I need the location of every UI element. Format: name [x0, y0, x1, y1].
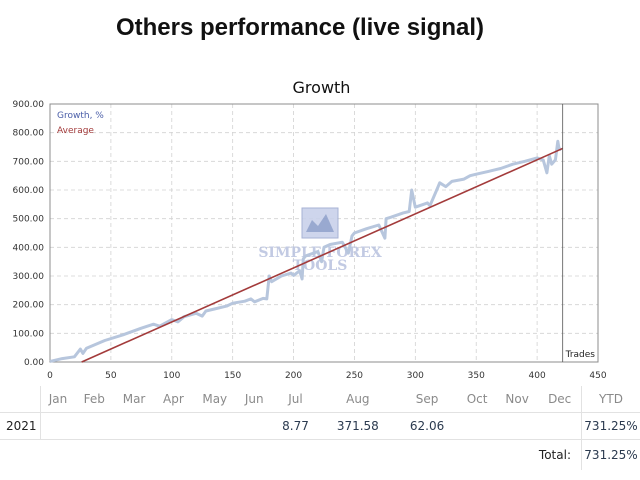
page-title: Others performance (live signal)	[115, 14, 485, 41]
y-tick-label: 400.00	[13, 243, 45, 253]
month-header: Jan	[40, 386, 75, 413]
y-tick-label: 100.00	[13, 329, 45, 339]
ytd-value-cell: 731.25%	[581, 412, 640, 440]
month-header: Nov	[495, 386, 539, 413]
month-value-cell	[237, 412, 272, 440]
month-value-cell	[40, 412, 75, 440]
average-series-line	[81, 147, 564, 363]
header-year-cell	[0, 386, 41, 413]
total-label: Total:	[538, 448, 571, 462]
y-tick-label: 600.00	[13, 186, 45, 196]
month-header: May	[192, 386, 238, 413]
year-cell: 2021	[0, 412, 41, 440]
month-value-cell	[74, 412, 114, 440]
month-header: Dec	[538, 386, 582, 413]
y-tick-label: 0.00	[24, 358, 44, 368]
y-tick-label: 500.00	[13, 215, 45, 225]
month-value-cell: 62.06	[395, 412, 459, 440]
plot-frame	[49, 103, 599, 363]
month-value-cell	[538, 412, 582, 440]
growth-chart: SIMPLE FOREX TOOLS 0.00 100.00 200.00 300.0…	[13, 100, 607, 381]
table-header-row: Jan Feb Mar Apr May Jun Jul Aug Sep Oct Nov Dec YTD	[0, 386, 640, 413]
month-header: Oct	[458, 386, 496, 413]
y-axis-ticks: 0.00 100.00 200.00 300.00 400.00 500.00 600.00…	[13, 100, 45, 368]
y-tick-label: 300.00	[13, 272, 45, 282]
month-value-cell	[154, 412, 193, 440]
watermark-bull-icon	[306, 214, 334, 232]
month-header: Feb	[74, 386, 114, 413]
x-tick-label: 150	[224, 371, 241, 381]
legend-growth: Growth, %	[57, 111, 104, 121]
y-tick-label: 200.00	[13, 301, 45, 311]
month-value-cell	[458, 412, 496, 440]
x-tick-label: 0	[47, 371, 53, 381]
watermark: SIMPLE FOREX TOOLS	[258, 207, 382, 274]
trades-label: Trades	[565, 350, 596, 360]
y-tick-label: 800.00	[13, 129, 45, 139]
x-tick-label: 350	[468, 371, 485, 381]
month-header: Sep	[395, 386, 459, 413]
ytd-header: YTD	[581, 386, 640, 413]
x-tick-label: 50	[105, 371, 117, 381]
legend-average: Average	[57, 126, 94, 136]
x-tick-label: 450	[589, 371, 606, 381]
month-header: Jul	[271, 386, 320, 413]
x-tick-label: 300	[407, 371, 424, 381]
month-header: Jun	[237, 386, 272, 413]
x-axis-ticks: 0 50 100 150 200 250 300 350 400 450	[47, 371, 607, 381]
month-value-cell: 371.58	[319, 412, 396, 440]
growth-series-line	[49, 139, 563, 363]
chart-title: Growth	[292, 78, 351, 97]
x-tick-label: 400	[529, 371, 546, 381]
y-tick-label: 700.00	[13, 157, 45, 167]
month-value-cell	[113, 412, 155, 440]
total-row: Total: 731.25%	[0, 439, 640, 470]
series-layer	[49, 139, 564, 363]
performance-table: Jan Feb Mar Apr May Jun Jul Aug Sep Oct Nov Dec YTD …	[0, 386, 640, 470]
x-tick-label: 250	[346, 371, 363, 381]
y-tick-label: 900.00	[13, 100, 45, 110]
month-header: Mar	[113, 386, 155, 413]
x-tick-label: 100	[163, 371, 180, 381]
watermark-text: SIMPLE FOREX	[258, 245, 382, 261]
x-tick-label: 200	[285, 371, 302, 381]
table-row: 2021 8.77 371.58 62.06 731.25%	[0, 412, 640, 440]
month-value-cell: 8.77	[271, 412, 320, 440]
month-header: Apr	[154, 386, 193, 413]
month-header: Aug	[319, 386, 396, 413]
month-value-cell	[192, 412, 238, 440]
total-value: 731.25%	[581, 439, 640, 470]
month-value-cell	[495, 412, 539, 440]
